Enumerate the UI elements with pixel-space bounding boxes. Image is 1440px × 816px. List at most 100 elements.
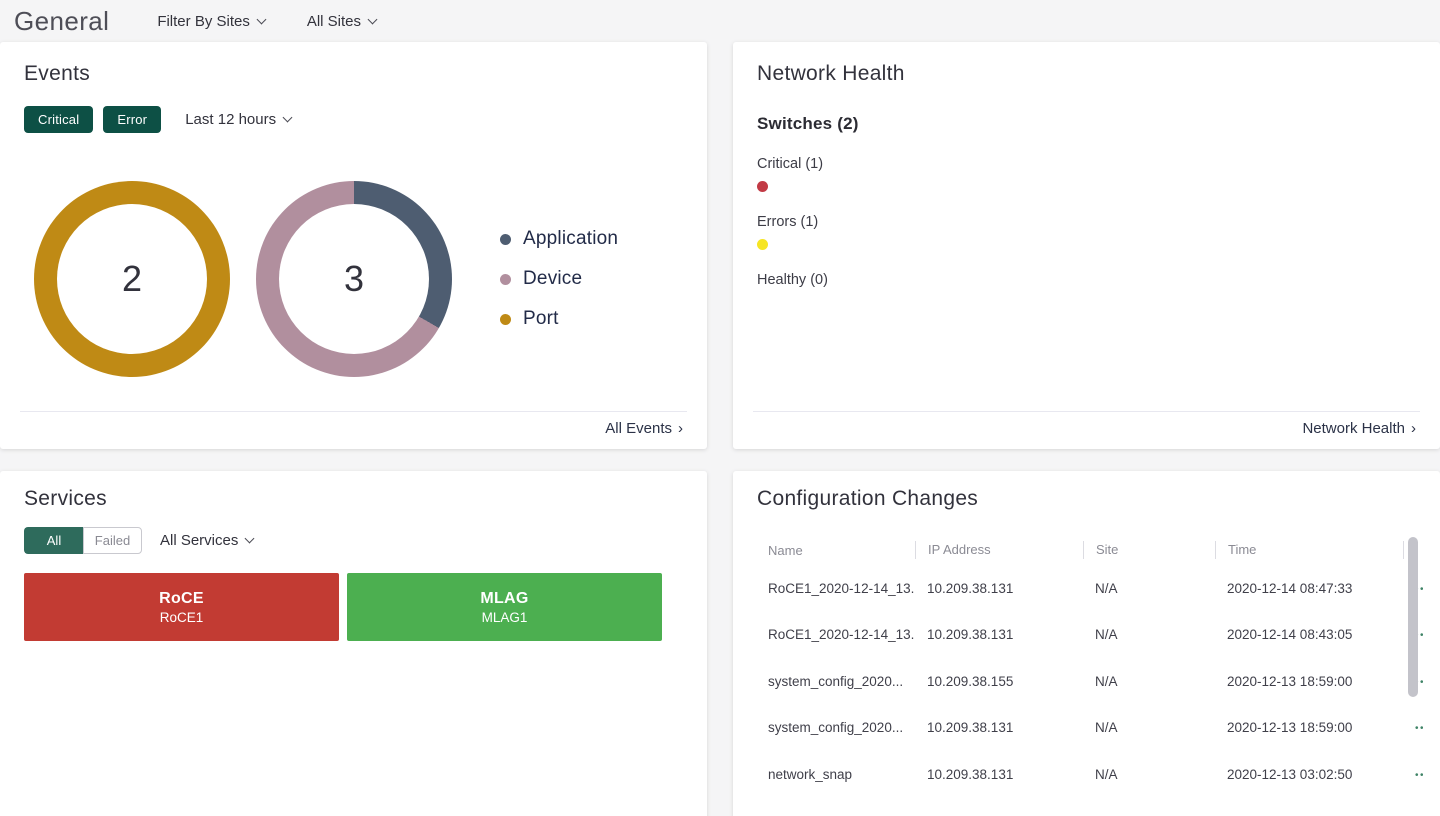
configuration-changes-card: Configuration Changes Name IP Address Si… [733,471,1440,816]
error-switch-dot-icon[interactable] [757,239,768,250]
legend-item-port: Port [500,308,618,330]
filter-by-sites-dropdown[interactable]: Filter By Sites [157,12,267,30]
service-name: RoCE [159,589,204,607]
services-toggle-all[interactable]: All [24,527,83,554]
error-events-count: 3 [279,204,429,354]
network-health-title: Network Health [757,62,905,85]
chevron-right-icon: › [1411,420,1416,437]
service-instance: RoCE1 [159,609,204,625]
cell-ip: 10.209.38.131 [927,580,1014,596]
filter-by-sites-label: Filter By Sites [157,12,250,30]
cell-time: 2020-12-13 18:59:00 [1227,673,1353,689]
table-body: RoCE1_2020-12-14_13... 10.209.38.131 N/A… [768,565,1423,798]
health-status-label: Healthy (0) [757,272,828,288]
time-range-dropdown[interactable]: Last 12 hours [185,111,293,128]
row-menu-icon[interactable]: ••• [1415,675,1423,690]
chevron-right-icon: › [678,420,683,437]
cell-time: 2020-12-14 08:43:05 [1227,627,1353,643]
page-title: General [14,5,110,36]
column-header-actions [1403,541,1424,559]
network-health-link-label: Network Health [1302,420,1405,437]
column-header-site: Site [1083,541,1215,559]
column-header-time: Time [1215,541,1403,559]
legend-item-application: Application [500,228,618,250]
cell-site: N/A [1095,766,1118,782]
services-title: Services [24,487,107,510]
all-sites-value: All Sites [306,12,362,30]
network-health-card: Network Health Switches (2) Critical (1)… [733,42,1440,449]
critical-switch-dot-icon[interactable] [757,181,768,192]
health-status-label: Critical (1) [757,156,824,172]
configuration-changes-title: Configuration Changes [757,487,979,510]
cell-name: system_config_2020... [768,720,904,736]
chevron-down-icon [256,14,267,24]
cell-site: N/A [1095,673,1118,689]
cell-site: N/A [1095,580,1118,596]
legend-label: Device [523,268,583,289]
table-row: network_snap 10.209.38.131 N/A 2020-12-1… [768,751,1423,798]
dashboard-grid: Events Critical Error Last 12 hours 2 3 [0,42,1440,816]
cell-name: network_snap [768,766,853,782]
configuration-changes-table: Name IP Address Site Time RoCE1_2020-12-… [768,535,1423,798]
service-name: MLAG [480,589,529,607]
health-status-healthy: Healthy (0) [757,272,1416,288]
top-bar: General Filter By Sites All Sites [0,0,1440,42]
table-row: system_config_2020... 10.209.38.155 N/A … [768,658,1423,705]
service-tiles: RoCE RoCE1 MLAG MLAG1 [24,573,683,641]
all-sites-dropdown[interactable]: All Sites [306,12,378,30]
critical-events-donut: 2 [34,181,230,377]
legend-label: Port [523,308,559,329]
service-tile-mlag[interactable]: MLAG MLAG1 [347,573,662,641]
service-instance: MLAG1 [481,609,528,625]
health-status-critical: Critical (1) [757,156,1416,192]
services-toggle-group: All Failed [24,527,142,554]
network-health-link[interactable]: Network Health › [753,411,1420,449]
all-services-value: All Services [160,532,239,549]
events-title: Events [24,62,90,85]
row-menu-icon[interactable]: ••• [1415,768,1423,783]
service-tile-roce[interactable]: RoCE RoCE1 [24,573,339,641]
chevron-down-icon [244,533,255,544]
events-filters: Critical Error Last 12 hours [24,106,683,133]
cell-site: N/A [1095,720,1118,736]
error-events-donut: 3 [256,181,452,377]
critical-filter-button[interactable]: Critical [24,106,94,133]
cell-name: RoCE1_2020-12-14_13... [768,580,915,596]
services-filters: All Failed All Services [24,527,683,554]
error-filter-button[interactable]: Error [103,106,162,133]
row-menu-icon[interactable]: ••• [1415,628,1423,643]
all-events-link-label: All Events [605,420,672,437]
switches-count: Switches (2) [757,114,859,133]
table-header-row: Name IP Address Site Time [768,535,1404,565]
table-row: RoCE1_2020-12-14_13... 10.209.38.131 N/A… [768,612,1423,659]
all-events-link[interactable]: All Events › [20,411,687,449]
row-menu-icon[interactable]: ••• [1415,582,1423,597]
port-dot-icon [500,313,511,325]
critical-events-count: 2 [57,204,207,354]
row-menu-icon[interactable]: ••• [1415,721,1423,736]
cell-name: system_config_2020... [768,673,904,689]
column-header-ip: IP Address [915,541,1083,559]
legend-label: Application [523,228,619,249]
table-row: system_config_2020... 10.209.38.131 N/A … [768,705,1423,752]
cell-ip: 10.209.38.131 [927,720,1014,736]
all-services-dropdown[interactable]: All Services [160,532,255,549]
legend-item-device: Device [500,268,618,290]
health-status-errors: Errors (1) [757,214,1416,250]
chevron-down-icon [367,14,378,24]
events-card: Events Critical Error Last 12 hours 2 3 [0,42,707,449]
cell-ip: 10.209.38.131 [927,766,1014,782]
health-status-label: Errors (1) [757,214,819,230]
time-range-value: Last 12 hours [185,111,277,128]
cell-time: 2020-12-13 18:59:00 [1227,720,1353,736]
services-toggle-failed[interactable]: Failed [83,527,142,554]
cell-ip: 10.209.38.155 [927,673,1014,689]
events-legend: Application Device Port [500,210,618,348]
events-donut-charts: 2 3 Application Device P [24,181,683,377]
device-dot-icon [500,273,511,285]
cell-time: 2020-12-14 08:47:33 [1227,580,1353,596]
cell-time: 2020-12-13 03:02:50 [1227,766,1353,782]
column-header-name: Name [768,542,803,558]
table-scrollbar[interactable] [1408,537,1418,697]
cell-name: RoCE1_2020-12-14_13... [768,627,915,643]
